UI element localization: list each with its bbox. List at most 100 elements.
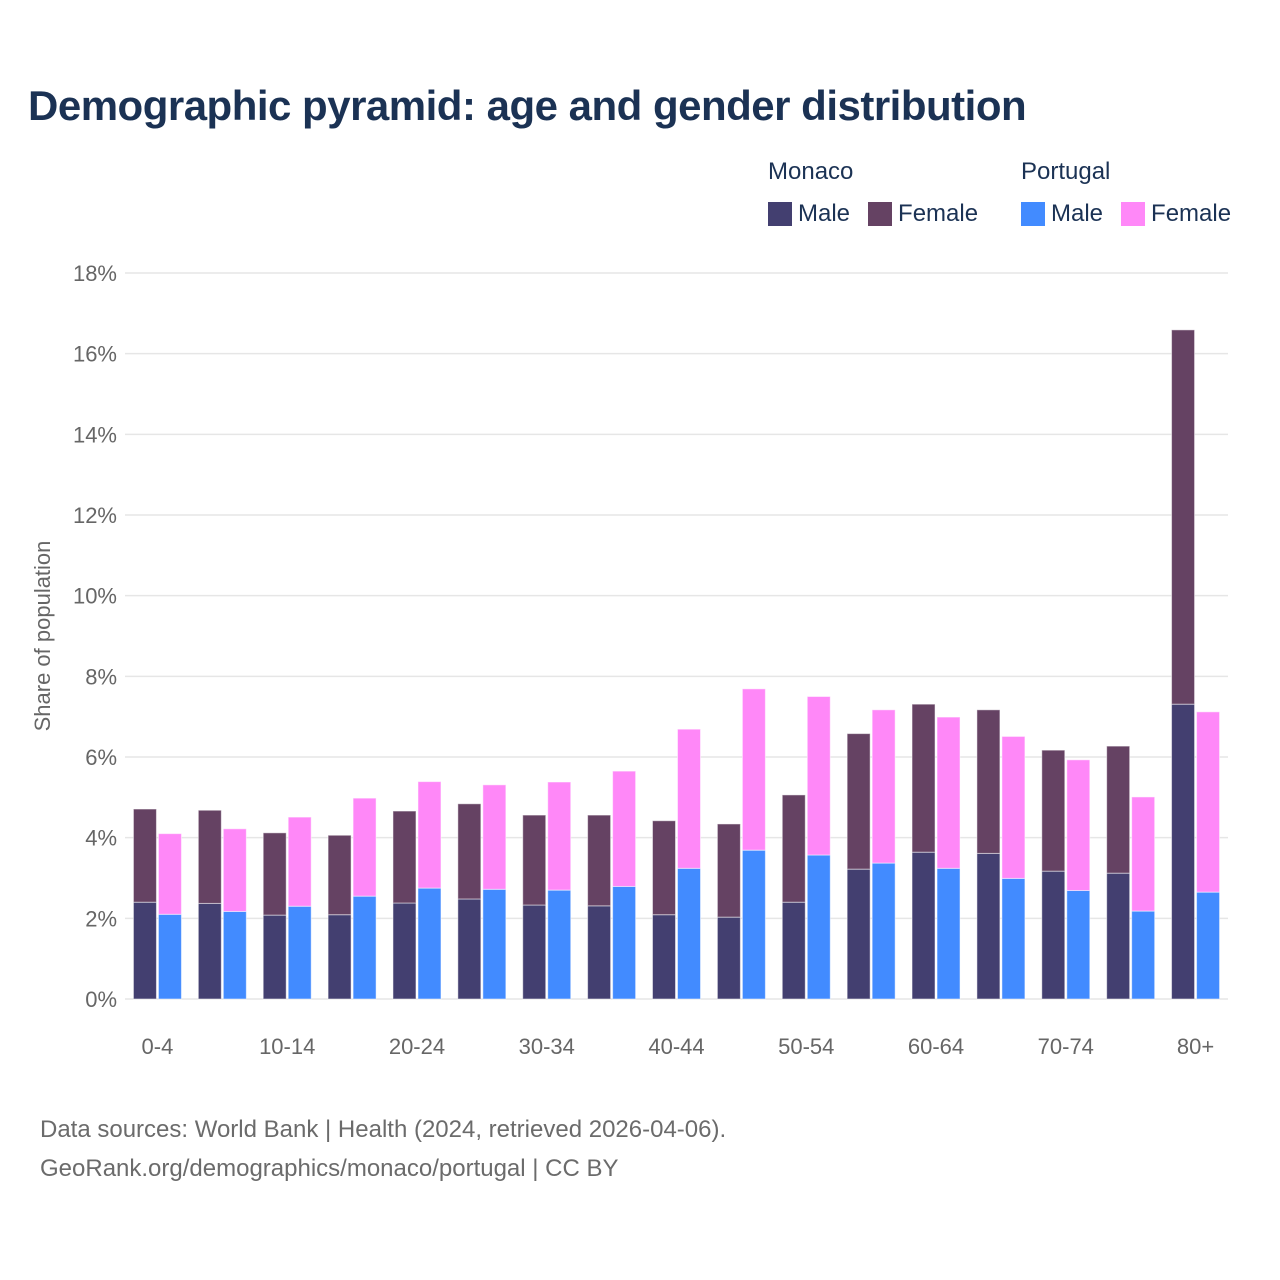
bar-portugal-female (1066, 759, 1091, 892)
y-tick-label: 10% (73, 584, 117, 609)
bar-portugal-male (1131, 910, 1156, 1000)
bar-portugal-female (677, 728, 701, 869)
bar-portugal-female (741, 688, 766, 851)
bar-monaco-male (197, 902, 222, 1000)
bar-monaco-female (197, 809, 222, 904)
y-tick-label: 14% (73, 422, 117, 447)
legend-monaco-title: Monaco (768, 158, 854, 185)
bar-monaco-male (587, 905, 612, 1000)
x-tick-label: 40-44 (648, 1034, 704, 1059)
bar-portugal-male (222, 910, 247, 1000)
bar-portugal-female (612, 770, 637, 887)
y-tick-label: 2% (85, 906, 117, 931)
bar-portugal-female (417, 781, 442, 889)
bar-portugal-male (806, 854, 831, 1000)
legend-item-monaco-male[interactable]: Male (768, 200, 850, 228)
y-tick-label: 12% (73, 503, 117, 528)
bar-portugal-male (871, 862, 896, 1000)
legend-portugal: Portugal Male Female (1021, 158, 1249, 228)
x-tick-label: 0-4 (142, 1034, 174, 1059)
bar-portugal-male (287, 905, 312, 1000)
x-tick-label: 10-14 (259, 1034, 315, 1059)
bar-portugal-female (871, 709, 896, 864)
bar-portugal-female (1196, 711, 1221, 893)
y-tick-label: 4% (85, 826, 117, 851)
bar-monaco-male (1041, 870, 1066, 1000)
y-tick-label: 0% (85, 987, 117, 1012)
bar-portugal-male (482, 888, 507, 1000)
legend-item-portugal-male[interactable]: Male (1021, 200, 1103, 228)
bar-monaco-female (846, 733, 871, 870)
bar-monaco-male (327, 914, 352, 1000)
bar-portugal-male (936, 867, 961, 1000)
x-tick-label: 60-64 (908, 1034, 964, 1059)
bar-monaco-male (262, 914, 287, 1000)
y-axis-label: Share of population (30, 541, 55, 732)
bar-portugal-male (417, 887, 442, 1000)
y-tick-label: 16% (73, 342, 117, 367)
bar-portugal-male (612, 885, 637, 1000)
bar-portugal-female (1001, 735, 1026, 879)
bar-monaco-male (976, 852, 1001, 1000)
bar-monaco-female (1171, 329, 1196, 705)
legend-item-portugal-female[interactable]: Female (1121, 200, 1231, 228)
bar-monaco-female (976, 709, 1001, 854)
x-tick-label: 50-54 (778, 1034, 834, 1059)
y-tick-label: 18% (73, 261, 117, 286)
bar-monaco-female (911, 703, 936, 853)
bar-monaco-male (522, 904, 547, 1000)
legend-label: Male (1051, 200, 1104, 227)
bar-monaco-female (781, 794, 806, 903)
chart-title: Demographic pyramid: age and gender dist… (28, 82, 1027, 129)
bar-monaco-female (327, 834, 352, 916)
bar-portugal-male (1196, 891, 1221, 1000)
bar-monaco-female (1041, 749, 1066, 872)
x-tick-label: 80+ (1177, 1034, 1214, 1059)
source-line: Data sources: World Bank | Health (2024,… (40, 1116, 727, 1143)
bar-portugal-male (352, 895, 377, 1000)
bar-portugal-male (1001, 877, 1026, 1000)
bar-monaco-female (1106, 745, 1131, 874)
legend-portugal-title: Portugal (1021, 158, 1111, 185)
legend-swatch (868, 202, 893, 226)
bar-portugal-male (1066, 890, 1091, 1000)
bar-portugal-male (677, 867, 701, 1000)
legend-swatch (768, 202, 792, 226)
license-line[interactable]: GeoRank.org/demographics/monaco/portugal… (40, 1155, 619, 1182)
bar-monaco-female (262, 832, 287, 916)
bar-portugal-female (1131, 796, 1156, 912)
bar-portugal-female (936, 716, 961, 869)
legend-swatch (1021, 202, 1045, 226)
bar-monaco-male (457, 898, 482, 1000)
bar-portugal-male (741, 849, 766, 1000)
bar-monaco-male (846, 868, 871, 1000)
x-tick-label: 70-74 (1038, 1034, 1094, 1059)
bar-monaco-male (1106, 872, 1131, 1000)
legend-label: Female (1151, 200, 1232, 227)
bar-monaco-male (392, 902, 417, 1000)
bar-monaco-female (716, 823, 741, 918)
bar-portugal-female (547, 781, 572, 891)
legend-item-monaco-female[interactable]: Female (868, 200, 978, 228)
bar-monaco-male (652, 914, 676, 1000)
bar-portugal-female (482, 784, 507, 890)
bar-monaco-female (457, 803, 482, 900)
y-tick-label: 8% (85, 664, 117, 689)
x-tick-label: 30-34 (519, 1034, 575, 1059)
bar-portugal-female (352, 797, 377, 897)
bar-portugal-female (222, 828, 247, 912)
legend-label: Male (798, 200, 851, 227)
bar-monaco-female (652, 820, 676, 916)
y-tick-label: 6% (85, 745, 117, 770)
bar-monaco-female (132, 808, 157, 903)
bar-monaco-male (911, 851, 936, 1000)
bar-monaco-female (587, 814, 612, 907)
legend-monaco: Monaco Male Female (768, 158, 996, 228)
bar-portugal-male (547, 889, 572, 1000)
bar-monaco-female (522, 814, 547, 906)
bar-monaco-male (1171, 703, 1196, 1000)
bar-portugal-male (157, 913, 182, 1000)
x-tick-label: 20-24 (389, 1034, 445, 1059)
